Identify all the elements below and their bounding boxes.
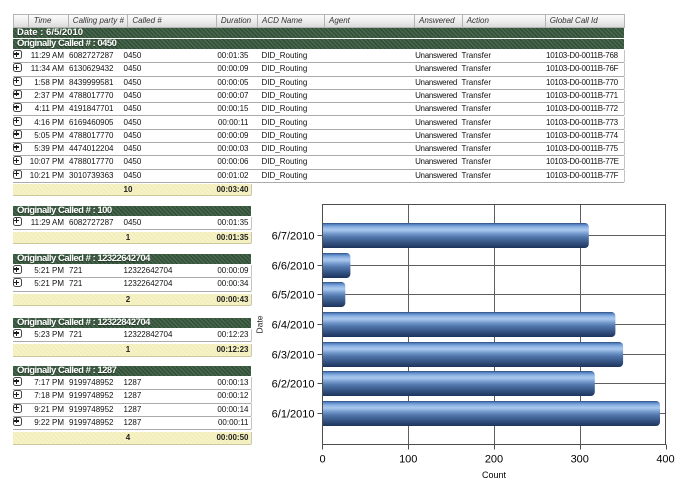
svg-text:300: 300 xyxy=(571,454,589,466)
svg-text:200: 200 xyxy=(485,454,503,466)
svg-text:6/5/2010: 6/5/2010 xyxy=(272,290,315,302)
svg-text:6/3/2010: 6/3/2010 xyxy=(272,350,315,362)
svg-text:6/6/2010: 6/6/2010 xyxy=(272,261,315,273)
svg-text:6/2/2010: 6/2/2010 xyxy=(272,379,315,391)
svg-text:Count: Count xyxy=(482,470,507,480)
svg-text:6/1/2010: 6/1/2010 xyxy=(272,409,315,421)
svg-text:6/4/2010: 6/4/2010 xyxy=(272,320,315,332)
svg-text:0: 0 xyxy=(319,454,325,466)
svg-text:100: 100 xyxy=(399,454,417,466)
svg-text:6/7/2010: 6/7/2010 xyxy=(272,231,315,243)
svg-text:Date: Date xyxy=(255,315,265,333)
svg-text:400: 400 xyxy=(656,454,674,466)
